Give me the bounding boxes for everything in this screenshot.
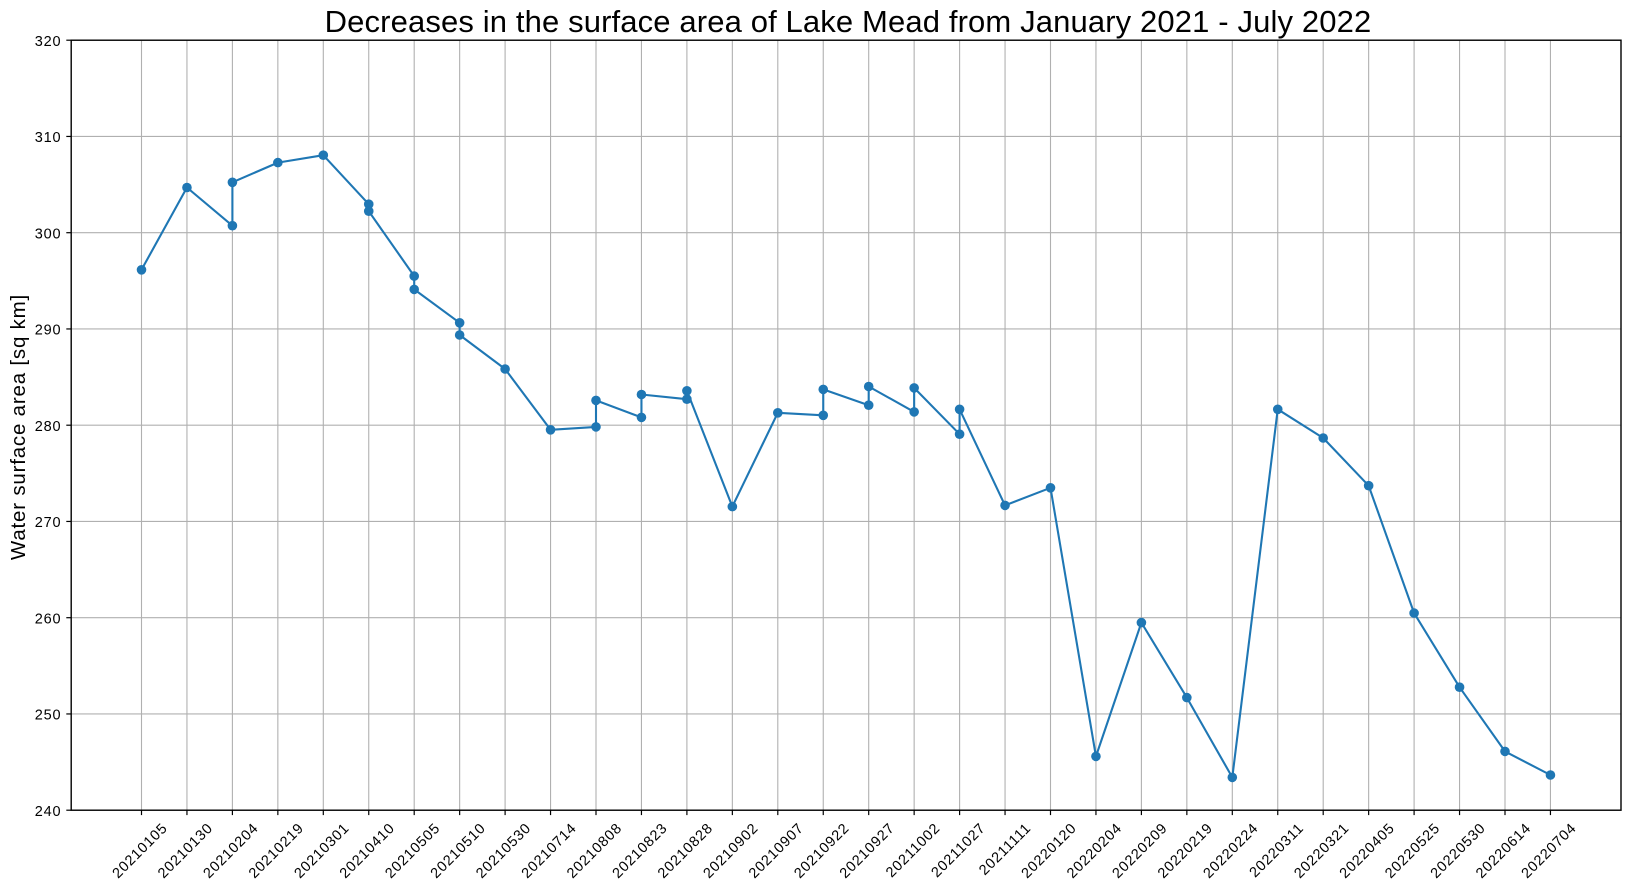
svg-text:290: 290 bbox=[35, 323, 62, 339]
svg-text:310: 310 bbox=[35, 130, 62, 146]
svg-text:Water surface area [sq km]: Water surface area [sq km] bbox=[7, 294, 30, 560]
svg-text:250: 250 bbox=[35, 708, 62, 724]
svg-text:270: 270 bbox=[35, 515, 62, 531]
svg-text:300: 300 bbox=[35, 226, 62, 242]
svg-text:280: 280 bbox=[35, 419, 62, 435]
svg-text:Decreases in the surface area: Decreases in the surface area of Lake Me… bbox=[325, 4, 1372, 39]
svg-text:240: 240 bbox=[35, 804, 62, 820]
svg-text:320: 320 bbox=[35, 34, 62, 50]
svg-text:260: 260 bbox=[35, 611, 62, 627]
